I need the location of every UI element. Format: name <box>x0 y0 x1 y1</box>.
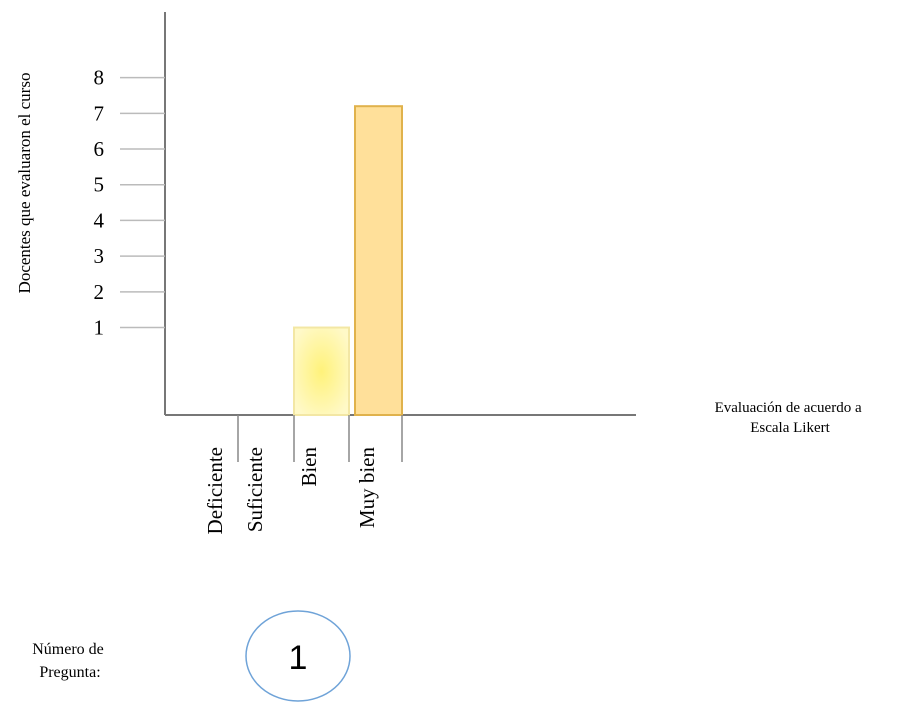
x-separators <box>237 415 403 462</box>
x-tick-labels: Deficiente Suficiente Bien Muy bien <box>203 447 379 535</box>
y-tick-label: 5 <box>94 173 105 197</box>
question-number-circle <box>245 610 351 702</box>
x-axis-label-line-2: Escala Likert <box>750 420 830 436</box>
y-tick-label: 8 <box>94 66 105 90</box>
x-tick-label-bien: Bien <box>297 447 321 487</box>
x-tick-label-suficiente: Suficiente <box>243 447 267 532</box>
y-tick-label: 1 <box>94 316 105 340</box>
question-label-line-1: Número de <box>32 641 104 658</box>
y-tick-label: 3 <box>94 244 105 268</box>
y-tick-label: 2 <box>94 280 105 304</box>
x-axis-label: Evaluación de acuerdo a Escala Likert <box>715 400 866 436</box>
question-label: Número de Pregunta: <box>32 641 108 681</box>
bars <box>293 105 403 416</box>
y-axis-label: Docentes que evaluaron el curso <box>15 73 34 294</box>
y-tick-label: 7 <box>94 101 105 125</box>
bar-muy-bien <box>354 105 403 416</box>
question-number: 1 <box>289 639 308 677</box>
y-tick-label: 6 <box>94 137 105 161</box>
y-tick-label: 4 <box>94 208 105 232</box>
x-tick-label-deficiente: Deficiente <box>203 447 227 534</box>
x-axis-label-line-1: Evaluación de acuerdo a <box>715 400 862 416</box>
x-tick-label-muy-bien: Muy bien <box>355 447 379 529</box>
y-ticks: 1 2 3 4 5 6 7 8 <box>94 66 165 340</box>
bar-bien <box>293 326 350 416</box>
question-label-line-2: Pregunta: <box>39 664 100 681</box>
